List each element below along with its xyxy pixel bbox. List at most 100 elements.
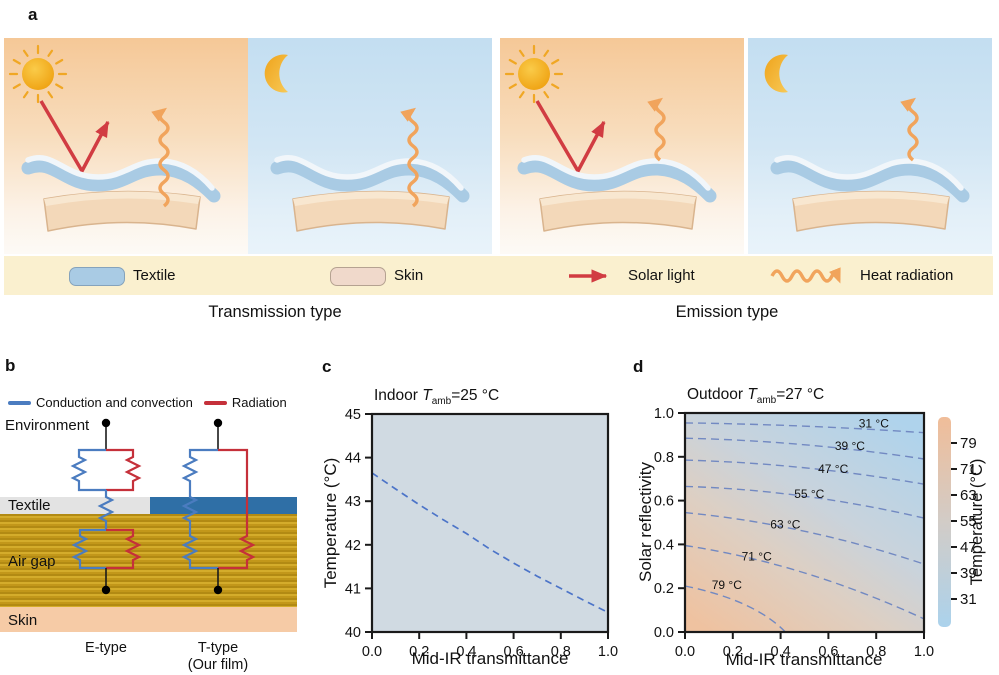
- t-type-caption: T-type: [197, 640, 239, 656]
- contour-lines: 31 °C 39 °C 47 °C 55 °C 63 °C 71 °C 79 °C: [684, 417, 925, 633]
- contour-fill: [685, 413, 924, 632]
- legend-solar-label: Solar light: [628, 267, 695, 284]
- scene-night-transmission: [248, 38, 492, 254]
- textile-band-label: Textile: [8, 497, 51, 514]
- panel-d-xlabel: Mid-IR transmittance: [725, 650, 883, 669]
- panel-d-title: Outdoor Tamb=27 °C: [687, 386, 825, 407]
- conduction-legend-label: Conduction and convection: [36, 395, 193, 410]
- panel-d-chart: 31 °C 39 °C 47 °C 55 °C 63 °C 71 °C 79 °C 1.0 0…: [654, 406, 986, 660]
- colorbar-ticks: 79 71 63 55 47 39 31: [951, 435, 977, 608]
- textile-ribbon: [270, 155, 470, 203]
- svg-text:0.6: 0.6: [504, 644, 524, 660]
- svg-text:79 °C: 79 °C: [712, 578, 742, 592]
- svg-text:1.0: 1.0: [598, 644, 618, 660]
- textile-swatch: [69, 267, 125, 286]
- svg-text:0.4: 0.4: [771, 644, 791, 660]
- textile-ribbon: [770, 155, 970, 203]
- svg-text:47 °C: 47 °C: [818, 462, 848, 476]
- solar-light-arrow: [39, 100, 110, 175]
- skin-slab: [539, 190, 697, 232]
- skin-band: [0, 607, 297, 632]
- svg-text:0.4: 0.4: [654, 537, 674, 553]
- heat-radiation-arrow: [400, 107, 419, 208]
- svg-text:0.8: 0.8: [654, 450, 674, 466]
- svg-text:55 °C: 55 °C: [794, 487, 824, 501]
- environment-label: Environment: [5, 417, 90, 434]
- heat-radiation-icon: [770, 267, 841, 284]
- panel-label-a: a: [28, 5, 38, 24]
- svg-text:71: 71: [960, 461, 977, 478]
- svg-text:0.8: 0.8: [551, 644, 571, 660]
- skin-slab: [792, 190, 950, 232]
- svg-text:0.6: 0.6: [654, 494, 674, 510]
- svg-text:39: 39: [960, 565, 977, 582]
- textile-band-film: [150, 497, 297, 514]
- heat-radiation-arrow: [151, 107, 170, 208]
- sun-icon: [504, 44, 564, 104]
- svg-text:31 °C: 31 °C: [859, 417, 889, 431]
- panel-label-c: c: [322, 357, 332, 376]
- legend-textile-label: Textile: [133, 267, 176, 284]
- svg-text:0.0: 0.0: [675, 644, 695, 660]
- caption-emission-type: Emission type: [675, 303, 779, 321]
- svg-text:44: 44: [345, 451, 361, 467]
- svg-text:63: 63: [960, 487, 977, 504]
- skin-band-label: Skin: [8, 612, 37, 629]
- caption-transmission-type: Transmission type: [208, 303, 342, 321]
- legend-heat-label: Heat radiation: [860, 267, 954, 284]
- air-gap-band-label: Air gap: [8, 553, 56, 570]
- svg-text:39 °C: 39 °C: [835, 439, 865, 453]
- scene-day-emission: [500, 38, 744, 254]
- radiation-legend-label: Radiation: [231, 395, 287, 410]
- e-type-circuit: [70, 418, 142, 595]
- panel-c-chart: 45 44 43 42 41 400.0 0.2 0.4 0.6 0.8 1.0: [345, 407, 618, 660]
- panel-c-xlabel: Mid-IR transmittance: [411, 649, 569, 668]
- t-type-circuit: [181, 418, 256, 595]
- heat-radiation-arrow: [900, 97, 919, 162]
- skin-swatch: [330, 267, 386, 286]
- svg-text:40: 40: [345, 625, 361, 641]
- colorbar-label: Temperature (°C): [968, 459, 986, 586]
- panel-c-title: Indoor Tamb=25 °C: [374, 387, 500, 408]
- svg-text:0.2: 0.2: [654, 581, 674, 597]
- textile-ribbon: [21, 155, 221, 203]
- svg-text:79: 79: [960, 435, 977, 452]
- textile-band-gray: [0, 497, 150, 514]
- svg-text:47: 47: [960, 539, 977, 556]
- our-film-caption: (Our film): [187, 657, 249, 673]
- panel-b-legend: Conduction and convection Radiation: [8, 395, 287, 410]
- svg-text:63 °C: 63 °C: [770, 518, 800, 532]
- panel-d-ticks: 1.0 0.8 0.6 0.4 0.2 0.00.0 0.2 0.4 0.6 0.8 1.0: [654, 406, 934, 660]
- moon-icon: [264, 54, 288, 93]
- colorbar: [938, 417, 951, 627]
- scene-day-transmission: [4, 38, 248, 254]
- legend-skin-label: Skin: [394, 267, 424, 284]
- panel-label-b: b: [5, 356, 16, 375]
- skin-slab: [43, 190, 201, 232]
- svg-text:43: 43: [345, 494, 361, 510]
- svg-text:71 °C: 71 °C: [742, 549, 772, 563]
- svg-text:0.8: 0.8: [866, 644, 886, 660]
- solar-light-icon: [569, 269, 608, 283]
- temperature-curve: [371, 472, 609, 614]
- solar-light-arrow: [535, 100, 606, 175]
- e-type-caption: E-type: [85, 640, 127, 656]
- svg-text:0.2: 0.2: [409, 644, 429, 660]
- svg-text:0.6: 0.6: [818, 644, 838, 660]
- conduction-legend-line: [8, 400, 31, 405]
- svg-text:45: 45: [345, 407, 361, 423]
- svg-text:55: 55: [960, 513, 977, 530]
- skin-slab: [292, 190, 450, 232]
- svg-text:42: 42: [345, 538, 361, 554]
- panel-c-ticks: 45 44 43 42 41 400.0 0.2 0.4 0.6 0.8 1.0: [345, 407, 618, 660]
- svg-text:31: 31: [960, 591, 977, 608]
- heat-radiation-arrow: [647, 97, 666, 162]
- svg-text:41: 41: [345, 581, 361, 597]
- svg-text:0.0: 0.0: [654, 625, 674, 641]
- panel-label-d: d: [633, 357, 644, 376]
- panel-a-legend-bar: Textile Skin Solar light Heat radiation: [4, 256, 993, 295]
- scene-night-emission: [748, 38, 992, 254]
- svg-text:1.0: 1.0: [914, 644, 934, 660]
- svg-text:0.2: 0.2: [723, 644, 743, 660]
